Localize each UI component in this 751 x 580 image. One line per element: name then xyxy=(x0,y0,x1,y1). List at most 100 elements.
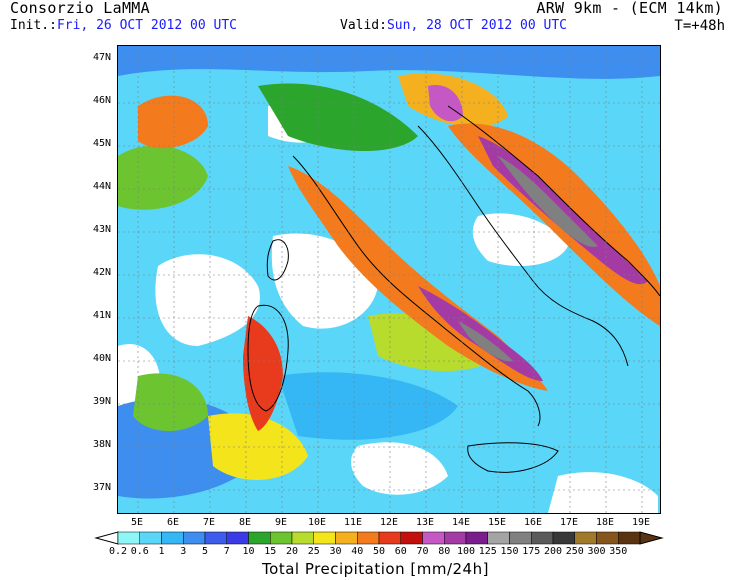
colorbar-tick-label: 125 xyxy=(478,546,497,557)
grey-abruzzo-peaks xyxy=(458,321,513,362)
grey-dinaric-peaks xyxy=(498,156,598,247)
colorbar-swatch xyxy=(204,531,227,545)
longitude-label: 7E xyxy=(202,517,216,528)
colorbar-tick-label: 350 xyxy=(609,546,628,557)
colorbar-tick-label: 200 xyxy=(543,546,563,557)
colorbar-swatch xyxy=(378,531,401,545)
colorbar-tick-label: 15 xyxy=(264,546,277,557)
colorbar-swatch xyxy=(465,531,488,545)
colorbar-swatch xyxy=(248,531,271,545)
coastline-sicily xyxy=(467,442,559,473)
coastline-corsica xyxy=(266,239,289,281)
init-time: Init.:Fri, 26 OCT 2012 00 UTC xyxy=(10,18,237,33)
colorbar-tick-label: 100 xyxy=(456,546,476,557)
band-north xyxy=(118,46,660,79)
valid-value: Sun, 28 OCT 2012 00 UTC xyxy=(386,18,567,33)
colorbar-swatch xyxy=(357,531,380,545)
colorbar-tick-label: 60 xyxy=(394,546,407,557)
latitude-label: 45N xyxy=(92,138,111,149)
coastline-croatia xyxy=(447,105,660,297)
longitude-label: 17E xyxy=(559,517,579,528)
longitude-label: 16E xyxy=(523,517,543,528)
longitude-label: 5E xyxy=(130,517,144,528)
colorbar-swatch xyxy=(400,531,423,545)
colorbar-arrow-low xyxy=(94,531,119,545)
latitude-label: 39N xyxy=(92,396,111,407)
latitude-label: 47N xyxy=(92,52,111,63)
colorbar-swatch xyxy=(291,531,314,545)
colorbar-tick-label: 150 xyxy=(500,546,519,557)
colorbar-swatch xyxy=(335,531,358,545)
colorbar-tick-label: 25 xyxy=(307,546,320,557)
coastline-italy-west xyxy=(292,155,541,427)
init-label: Init.: xyxy=(10,18,57,33)
orange-dalmatia xyxy=(448,123,660,326)
forecast-step: T=+48h xyxy=(674,18,725,34)
colorbar-swatch xyxy=(531,531,554,545)
colorbar-tick-label: 30 xyxy=(329,546,342,557)
colorbar-tick-label: 0.6 xyxy=(130,546,149,557)
colorbar-tick-label: 3 xyxy=(180,546,187,557)
colorbar-swatch xyxy=(422,531,445,545)
colorbar-arrow-high xyxy=(639,531,664,545)
colorbar-tick-label: 20 xyxy=(285,546,299,557)
colorbar-tick-label: 50 xyxy=(372,546,386,557)
longitude-label: 9E xyxy=(274,517,288,528)
valid-label: Valid: xyxy=(340,18,387,33)
colorbar-swatch xyxy=(574,531,597,545)
valid-time: Valid:Sun, 28 OCT 2012 00 UTC xyxy=(340,18,567,33)
latitude-label: 42N xyxy=(92,267,111,278)
longitude-label: 6E xyxy=(166,517,180,528)
precipitation-field xyxy=(118,46,660,513)
band-south-central xyxy=(278,372,458,440)
colorbar-swatch xyxy=(226,531,249,545)
longitude-label: 15E xyxy=(487,517,507,528)
latitude-label: 46N xyxy=(92,95,111,106)
colorbar-tick-label: 0.2 xyxy=(108,546,128,557)
green-north xyxy=(258,83,418,151)
colorbar xyxy=(94,531,664,545)
dry-area-ionian xyxy=(548,472,658,513)
latitude-label: 44N xyxy=(92,181,111,192)
longitude-label: 11E xyxy=(343,517,363,528)
coastline-sardinia xyxy=(247,304,289,412)
precipitation-map xyxy=(117,45,661,514)
orange-alps-west xyxy=(138,95,208,149)
green-sw xyxy=(133,373,208,431)
colorbar-tick-label: 300 xyxy=(587,546,606,557)
colorbar-tick-label: 7 xyxy=(223,546,230,557)
green-west xyxy=(118,145,208,210)
colorbar-swatch xyxy=(161,531,184,545)
yellow-south-sardinia xyxy=(208,413,308,480)
colorbar-tick-label: 1 xyxy=(158,546,165,557)
longitude-label: 19E xyxy=(631,517,651,528)
colorbar-title: Total Precipitation [mm/24h] xyxy=(262,560,489,578)
longitude-label: 8E xyxy=(238,517,252,528)
purple-friuli xyxy=(428,85,463,122)
colorbar-swatch xyxy=(618,531,641,545)
colorbar-swatch xyxy=(270,531,293,545)
colorbar-swatch xyxy=(509,531,532,545)
dry-area-adriatic xyxy=(472,213,568,266)
dry-area-south xyxy=(351,442,448,495)
colorbar-swatch xyxy=(313,531,336,545)
dry-area-sea-west xyxy=(155,254,260,346)
red-sardinia xyxy=(243,316,283,431)
longitude-label: 12E xyxy=(379,517,399,528)
colorbar-swatch xyxy=(139,531,162,545)
colorbar-tick-label: 70 xyxy=(416,546,429,557)
longitude-label: 18E xyxy=(595,517,615,528)
latitude-label: 37N xyxy=(92,482,111,493)
longitude-label: 14E xyxy=(451,517,471,528)
colorbar-tick-label: 40 xyxy=(351,546,364,557)
latitude-label: 40N xyxy=(92,353,111,364)
latitude-label: 41N xyxy=(92,310,111,321)
latitude-label: 43N xyxy=(92,224,111,235)
latitude-label: 38N xyxy=(92,439,111,450)
colorbar-swatch xyxy=(552,531,575,545)
colorbar-swatch xyxy=(487,531,510,545)
longitude-label: 13E xyxy=(415,517,435,528)
colorbar-swatch xyxy=(117,531,140,545)
purple-abruzzo xyxy=(418,286,543,381)
colorbar-tick-label: 80 xyxy=(438,546,451,557)
